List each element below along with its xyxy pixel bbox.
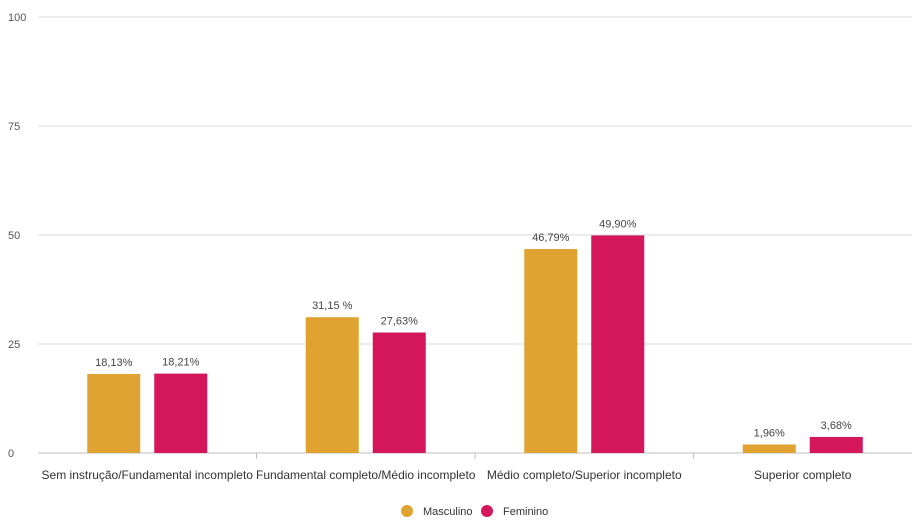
data-label: 27,63%: [381, 316, 419, 328]
legend-marker-masculino: [401, 505, 413, 517]
bar-masculino: [87, 373, 141, 453]
data-label: 3,68%: [821, 420, 852, 432]
bar-feminino: [591, 235, 645, 453]
data-label: 31,15 %: [312, 300, 353, 312]
legend-label: Feminino: [503, 506, 548, 518]
bar-feminino: [809, 436, 863, 453]
data-label: 46,79%: [532, 232, 570, 244]
y-tick-label: 0: [8, 448, 14, 460]
x-category-label: Fundamental completo/Médio incompleto: [256, 468, 476, 482]
data-label: 18,13%: [95, 357, 133, 369]
x-category-label: Médio completo/Superior incompleto: [487, 468, 682, 482]
legend-marker-feminino: [481, 505, 493, 517]
data-label: 1,96%: [754, 427, 785, 439]
bar-masculino: [524, 248, 578, 453]
x-category-label: Superior completo: [754, 468, 852, 482]
bar-masculino: [742, 444, 796, 453]
legend-label: Masculino: [423, 506, 473, 518]
data-label: 49,90%: [599, 218, 637, 230]
bar-feminino: [154, 373, 208, 453]
data-label: 18,21%: [162, 357, 200, 369]
bar-masculino: [305, 317, 359, 453]
y-tick-label: 100: [8, 12, 26, 24]
y-tick-label: 50: [8, 230, 20, 242]
x-category-label: Sem instrução/Fundamental incompleto: [42, 468, 254, 482]
bar-feminino: [372, 332, 426, 453]
y-tick-label: 25: [8, 339, 20, 351]
y-tick-label: 75: [8, 121, 20, 133]
